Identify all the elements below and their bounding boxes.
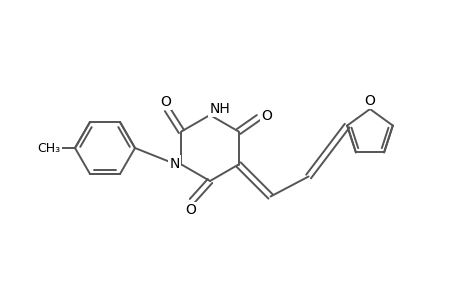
Text: O: O [185,203,196,217]
Text: N: N [169,157,179,170]
Text: CH₃: CH₃ [37,142,61,154]
Text: O: O [160,94,170,109]
Text: NH: NH [209,102,230,116]
Text: O: O [364,94,375,108]
Text: O: O [261,109,271,122]
